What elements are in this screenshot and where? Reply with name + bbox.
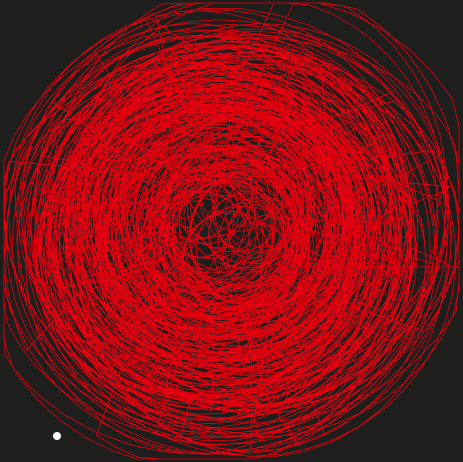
white-dot-marker [53, 432, 61, 440]
scribble-stroke [3, 2, 460, 460]
